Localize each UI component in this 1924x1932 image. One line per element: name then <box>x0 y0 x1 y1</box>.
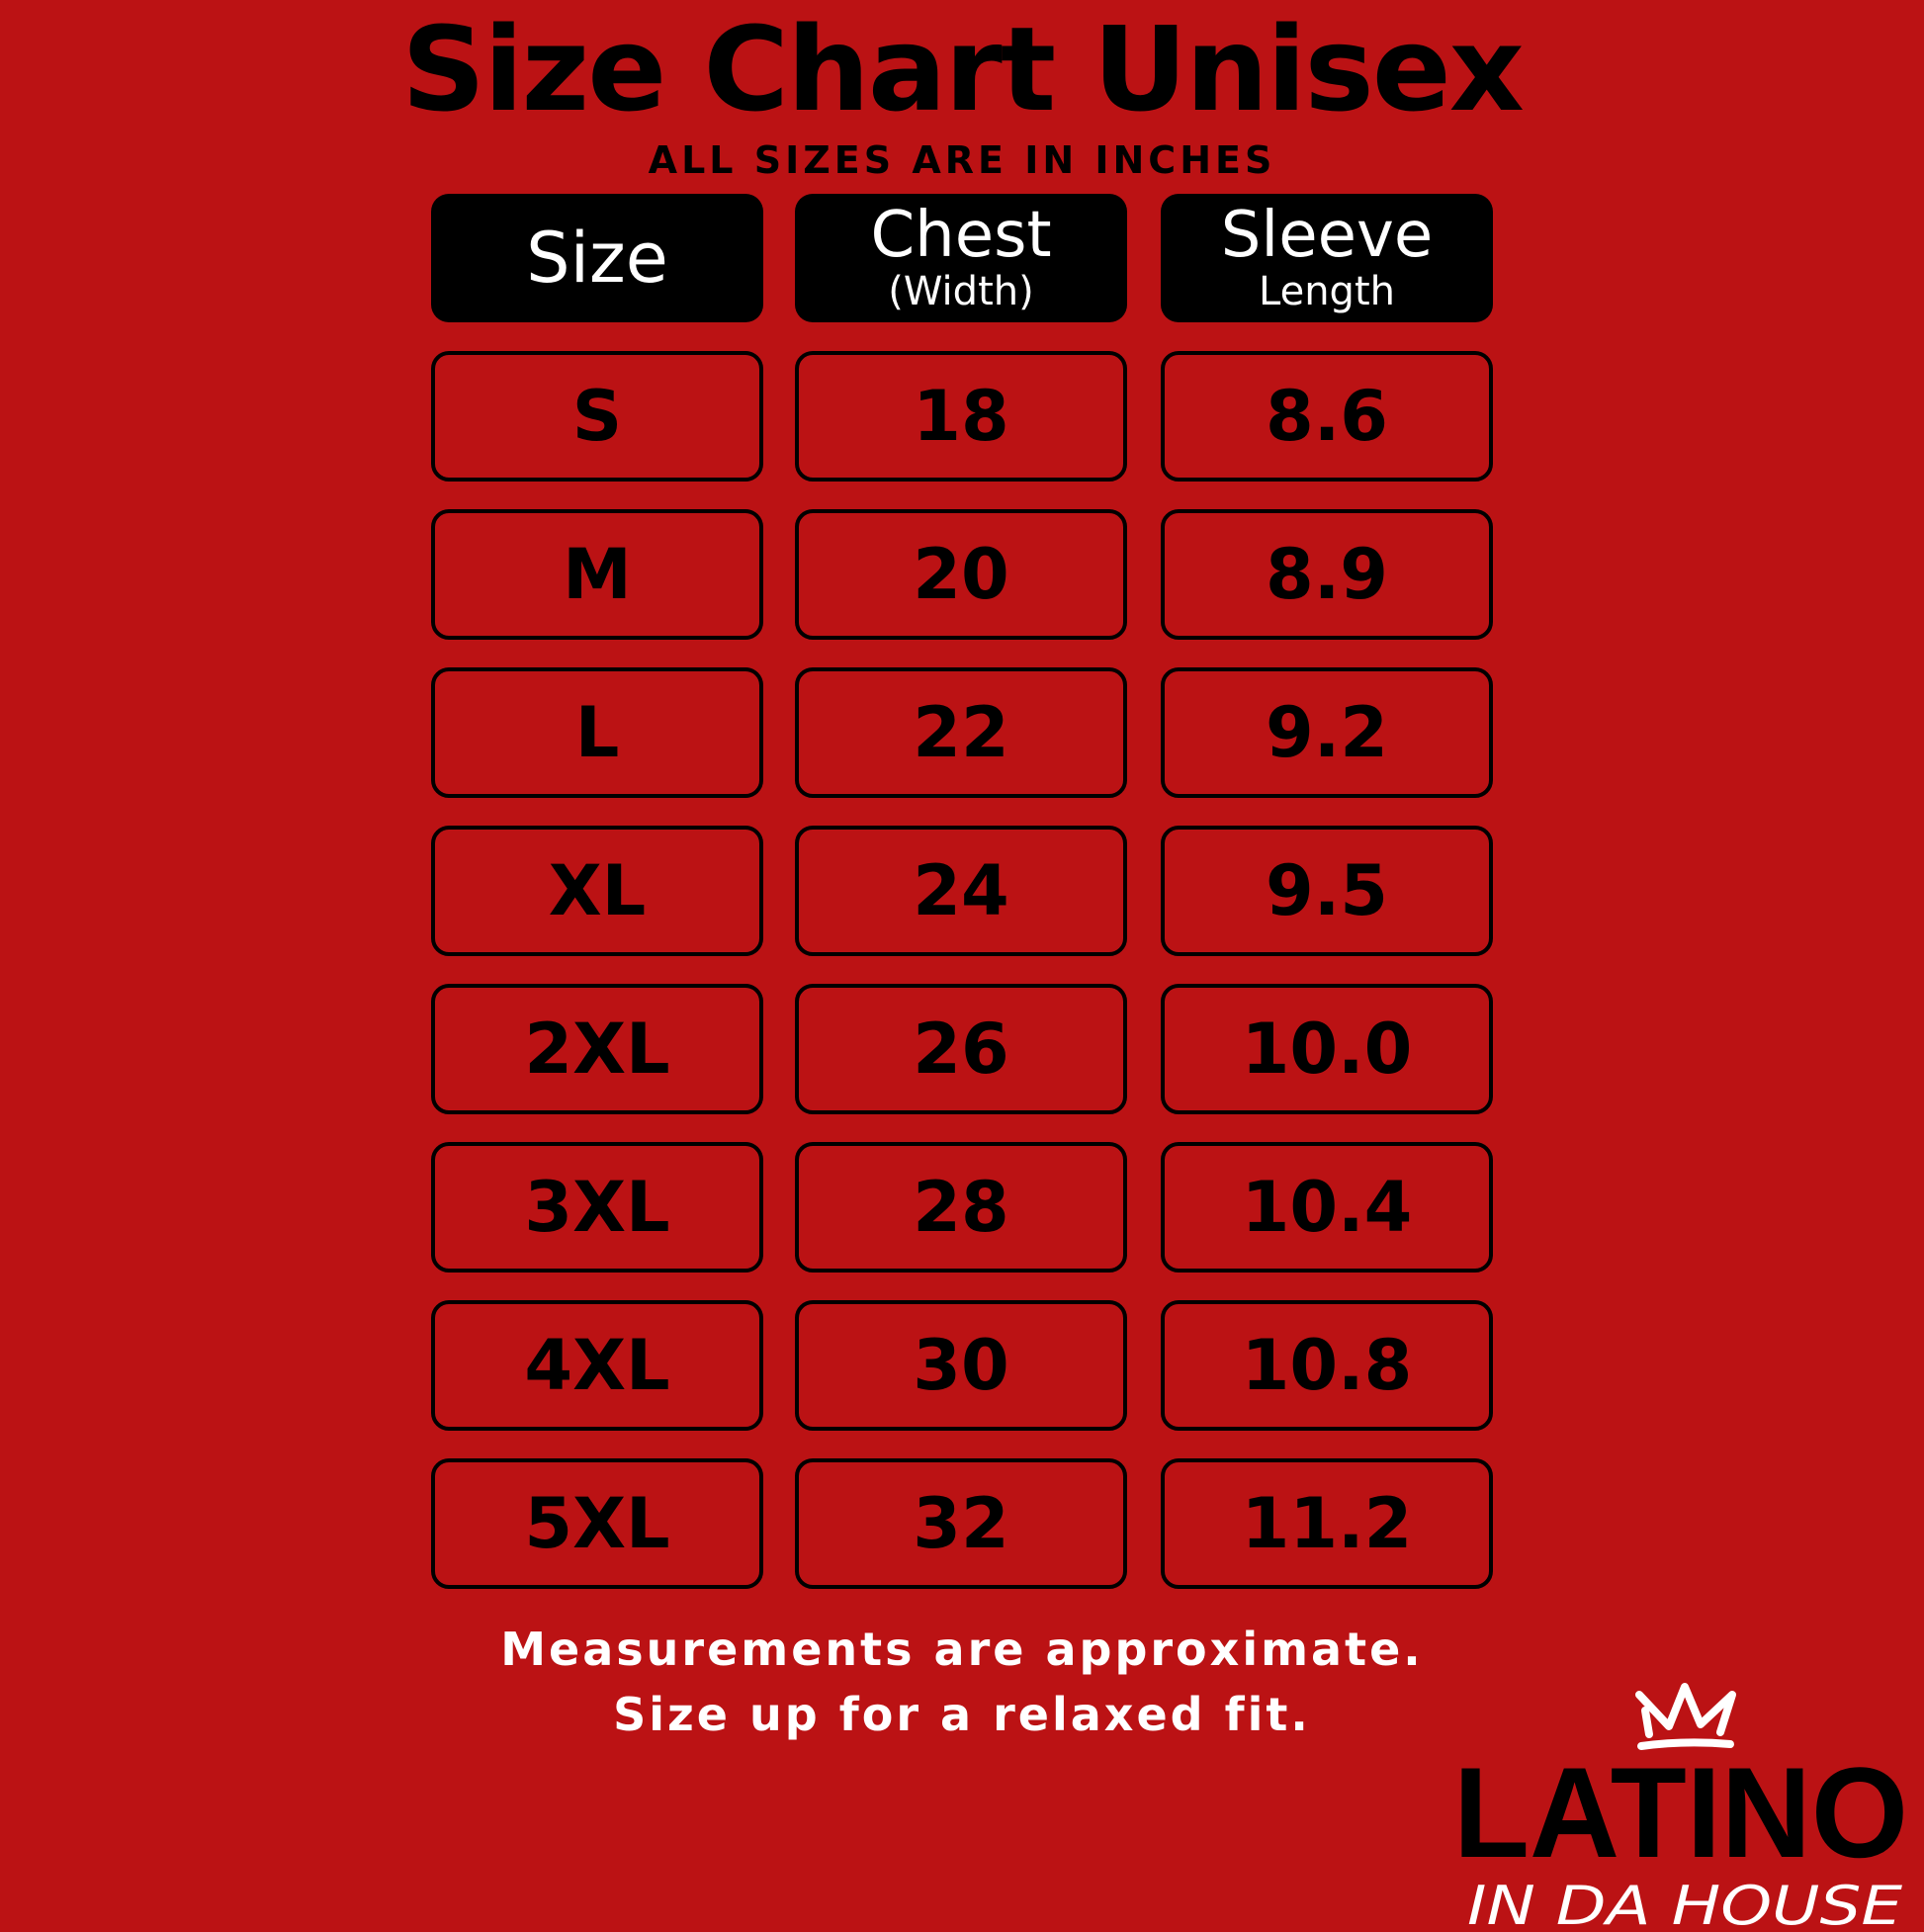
size-cell: M <box>431 509 763 640</box>
chest-value: 20 <box>913 534 1009 615</box>
sleeve-value: 8.9 <box>1265 534 1388 615</box>
chest-cell: 20 <box>795 509 1127 640</box>
page-title: Size Chart Unisex <box>401 1 1525 137</box>
size-value: XL <box>548 850 647 931</box>
sleeve-cell: 10.8 <box>1161 1300 1493 1431</box>
column-header-chest: Chest (Width) <box>795 194 1127 322</box>
chest-cell: 28 <box>795 1142 1127 1273</box>
sleeve-value: 11.2 <box>1241 1483 1413 1564</box>
chest-value: 18 <box>913 376 1009 457</box>
sleeve-value: 10.0 <box>1241 1009 1413 1090</box>
footer-note-2: Size up for a relaxed fit. <box>613 1688 1311 1741</box>
chest-value: 24 <box>913 850 1009 931</box>
crown-icon <box>1635 1683 1736 1750</box>
size-cell: 5XL <box>431 1458 763 1589</box>
sleeve-cell: 11.2 <box>1161 1458 1493 1589</box>
sleeve-cell: 9.2 <box>1161 667 1493 798</box>
footer-note-1: Measurements are approximate. <box>500 1623 1424 1676</box>
size-value: M <box>563 534 632 615</box>
chest-cell: 22 <box>795 667 1127 798</box>
header-sublabel: Length <box>1259 269 1395 314</box>
header-label: Chest <box>870 199 1052 272</box>
size-cell: XL <box>431 826 763 956</box>
sleeve-value: 9.2 <box>1265 692 1388 773</box>
sleeve-value: 10.8 <box>1241 1325 1413 1406</box>
size-value: 3XL <box>524 1167 670 1248</box>
header-label: Sleeve <box>1220 199 1434 272</box>
sleeve-cell: 8.6 <box>1161 351 1493 482</box>
sleeve-cell: 8.9 <box>1161 509 1493 640</box>
size-value: 5XL <box>524 1483 670 1564</box>
column-header-size: Size <box>431 194 763 322</box>
sleeve-value: 9.5 <box>1265 850 1388 931</box>
brand-logo: LATINO IN DA HOUSE <box>1453 1683 1908 1932</box>
size-cell: 3XL <box>431 1142 763 1273</box>
chest-value: 30 <box>913 1325 1009 1406</box>
sleeve-value: 8.6 <box>1265 376 1388 457</box>
size-cell: S <box>431 351 763 482</box>
size-value: 4XL <box>524 1325 670 1406</box>
column-header-sleeve: Sleeve Length <box>1161 194 1493 322</box>
page-subtitle: ALL SIZES ARE IN INCHES <box>648 138 1276 182</box>
size-cell: 2XL <box>431 984 763 1114</box>
sleeve-cell: 9.5 <box>1161 826 1493 956</box>
chest-value: 32 <box>913 1483 1009 1564</box>
size-cell: L <box>431 667 763 798</box>
size-value: 2XL <box>524 1009 670 1090</box>
sleeve-value: 10.4 <box>1241 1167 1413 1248</box>
chest-value: 22 <box>913 692 1009 773</box>
logo-line-2: IN DA HOUSE <box>1467 1875 1903 1932</box>
chest-value: 28 <box>913 1167 1009 1248</box>
size-value: S <box>571 376 623 457</box>
chest-cell: 32 <box>795 1458 1127 1589</box>
chest-cell: 26 <box>795 984 1127 1114</box>
header-sublabel: (Width) <box>888 269 1034 314</box>
size-value: L <box>574 692 620 773</box>
chest-value: 26 <box>913 1009 1009 1090</box>
sleeve-cell: 10.0 <box>1161 984 1493 1114</box>
logo-line-1: LATINO <box>1453 1740 1908 1885</box>
chest-cell: 30 <box>795 1300 1127 1431</box>
sleeve-cell: 10.4 <box>1161 1142 1493 1273</box>
header-label: Size <box>526 218 668 299</box>
chest-cell: 18 <box>795 351 1127 482</box>
size-cell: 4XL <box>431 1300 763 1431</box>
chest-cell: 24 <box>795 826 1127 956</box>
